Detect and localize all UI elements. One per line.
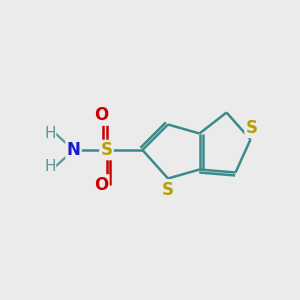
- Text: H: H: [44, 126, 56, 141]
- Text: O: O: [94, 106, 108, 124]
- Text: O: O: [94, 176, 108, 194]
- Text: S: S: [100, 141, 112, 159]
- Text: N: N: [67, 141, 80, 159]
- Text: S: S: [162, 181, 174, 199]
- Text: S: S: [246, 118, 258, 136]
- Text: H: H: [44, 159, 56, 174]
